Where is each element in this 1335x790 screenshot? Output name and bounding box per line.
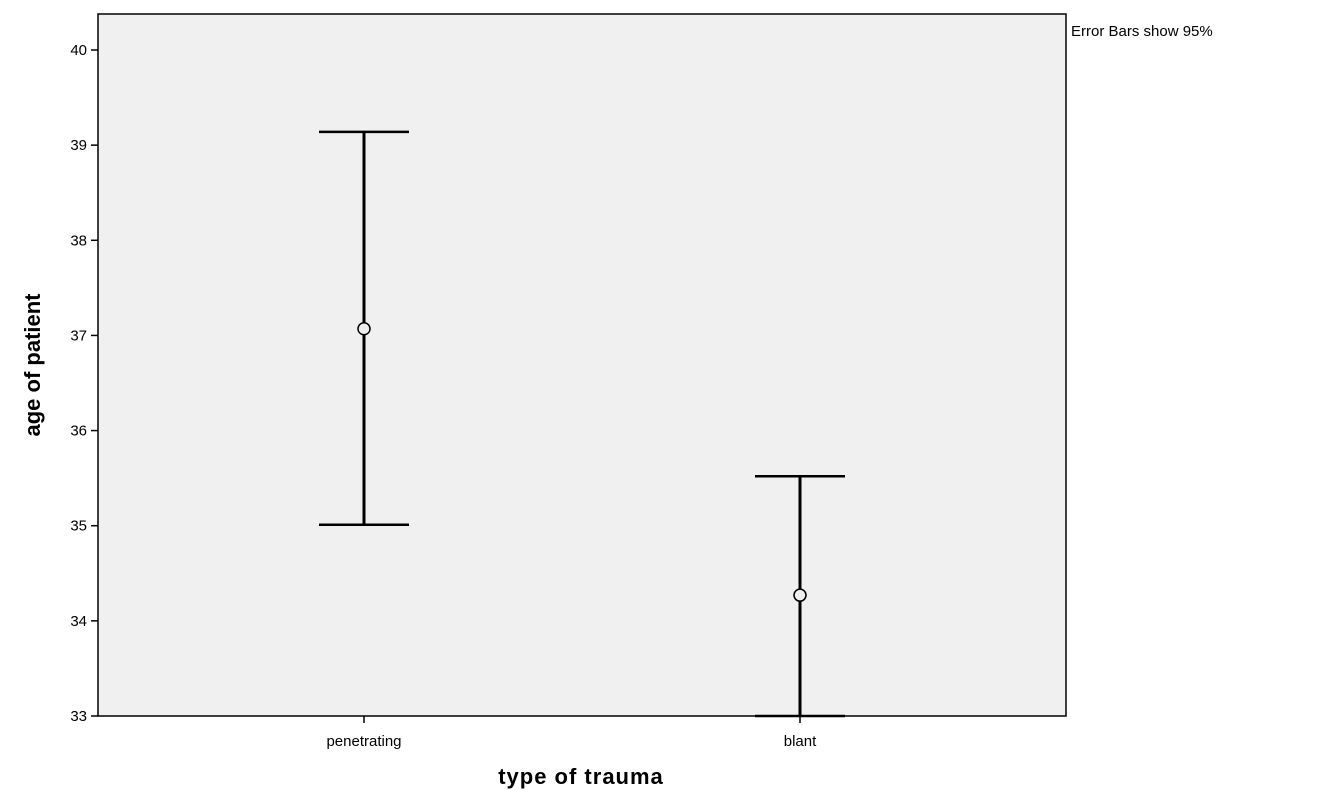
y-tick-label: 40 (70, 42, 87, 59)
mean-point (357, 322, 371, 336)
x-tick-label: blant (784, 733, 817, 750)
y-tick-label: 38 (70, 232, 87, 249)
y-tick-label: 34 (70, 613, 87, 630)
plot-area (97, 13, 1067, 717)
y-tick-label: 36 (70, 423, 87, 440)
y-axis: 33 34 35 36 37 38 39 40 (70, 42, 98, 725)
note-text: Error Bars show 95% (1071, 23, 1213, 40)
error-bars (319, 130, 845, 718)
y-tick-label: 39 (70, 137, 87, 154)
y-tick-label: 33 (70, 708, 87, 725)
y-tick-label: 35 (70, 518, 87, 535)
x-axis-title: type of trauma (498, 764, 664, 789)
y-axis-title: age of patient (20, 293, 45, 437)
x-tick-label: penetrating (326, 733, 401, 750)
y-tick-label: 37 (70, 327, 87, 344)
x-axis: penetrating blant (326, 716, 817, 750)
mean-point (793, 588, 807, 602)
